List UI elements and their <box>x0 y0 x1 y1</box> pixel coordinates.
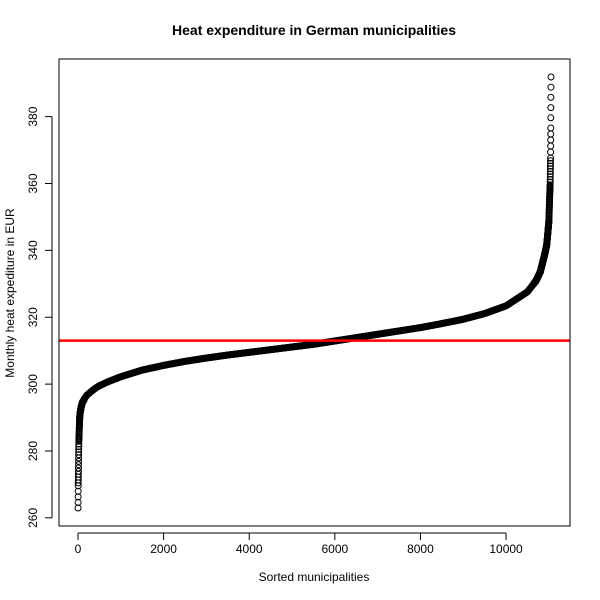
data-point <box>546 167 554 175</box>
data-point <box>75 445 83 453</box>
x-tick-label: 0 <box>75 542 82 556</box>
x-tick-label: 8000 <box>407 542 434 556</box>
data-point <box>546 159 554 167</box>
y-tick-label: 280 <box>26 441 40 461</box>
chart-title: Heat expenditure in German municipalitie… <box>172 22 456 38</box>
data-point <box>546 175 554 183</box>
data-point <box>547 157 555 165</box>
y-tick-label: 340 <box>26 240 40 260</box>
data-point <box>74 464 82 472</box>
data-point <box>74 467 82 475</box>
data-point <box>547 114 555 122</box>
plot-frame <box>58 58 571 527</box>
data-point <box>547 93 555 101</box>
y-tick-label: 360 <box>26 173 40 193</box>
x-axis-label: Sorted municipalities <box>259 570 370 584</box>
x-tick-label: 2000 <box>150 542 177 556</box>
data-point <box>546 162 554 170</box>
x-tick-label: 4000 <box>236 542 263 556</box>
axes: 0 2000 4000 6000 8000 10000 260 280 300 320 340 360… <box>26 106 523 556</box>
data-point <box>75 451 83 459</box>
y-tick-label: 320 <box>26 307 40 327</box>
data-point <box>546 181 554 189</box>
x-tick-label: 6000 <box>321 542 348 556</box>
data-point <box>75 461 83 469</box>
data-point <box>547 124 555 132</box>
data-point <box>546 173 554 181</box>
y-tick-label: 300 <box>26 374 40 394</box>
data-point <box>75 448 83 456</box>
data-points <box>74 73 555 512</box>
data-point <box>546 170 554 178</box>
x-tick-label: 10000 <box>489 542 523 556</box>
data-point <box>75 457 83 465</box>
data-point <box>546 165 554 173</box>
data-point <box>547 104 555 112</box>
y-tick-label: 380 <box>26 106 40 126</box>
data-point <box>546 178 554 186</box>
data-point <box>547 83 555 91</box>
y-axis-label: Monthly heat expediture in EUR <box>3 208 17 378</box>
y-tick-label: 260 <box>26 508 40 528</box>
data-point <box>547 73 555 81</box>
